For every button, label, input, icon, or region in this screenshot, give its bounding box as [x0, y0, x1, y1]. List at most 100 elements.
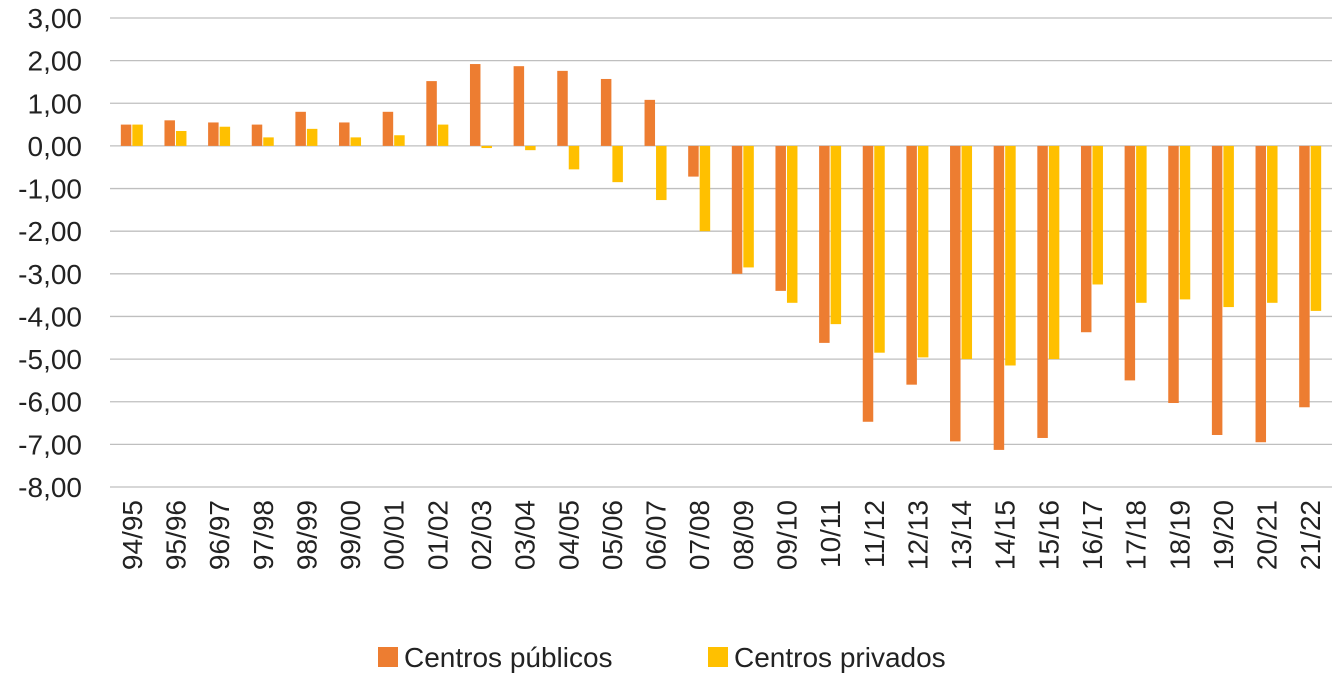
- gridlines: [110, 17, 1332, 488]
- bar-publicos-22: [1080, 145, 1092, 333]
- bar-privados-18: [917, 145, 929, 358]
- y-tick-label: -6,00: [18, 387, 82, 418]
- y-tick-label: -1,00: [18, 174, 82, 205]
- x-tick-label: 16/17: [1077, 500, 1108, 570]
- bar-publicos-18: [906, 145, 917, 385]
- x-tick-label: 99/00: [335, 500, 366, 570]
- bar-publicos-20: [993, 145, 1005, 450]
- bar-privados-0: [132, 124, 143, 146]
- bar-privados-27: [1310, 145, 1322, 311]
- x-tick-label: 07/08: [684, 500, 715, 570]
- bar-privados-4: [306, 128, 318, 146]
- bar-publicos-0: [120, 124, 132, 146]
- legend-label-publicos: Centros públicos: [404, 642, 613, 673]
- y-tick-label: -5,00: [18, 344, 82, 375]
- bar-publicos-24: [1168, 145, 1179, 404]
- bar-publicos-7: [426, 81, 437, 146]
- bar-publicos-9: [513, 66, 525, 146]
- bar-publicos-12: [644, 99, 656, 146]
- bar-privados-22: [1092, 145, 1103, 285]
- x-tick-label: 21/22: [1295, 500, 1326, 570]
- x-tick-label: 20/21: [1252, 500, 1283, 570]
- x-tick-label: 95/96: [160, 500, 191, 570]
- x-tick-label: 10/11: [815, 500, 846, 568]
- bar-publicos-6: [382, 111, 394, 146]
- bar-privados-12: [656, 145, 667, 201]
- bars: [120, 64, 1322, 450]
- y-tick-label: 2,00: [28, 46, 83, 77]
- bar-publicos-1: [164, 120, 175, 146]
- legend-swatch-publicos: [378, 647, 398, 667]
- x-tick-label: 04/05: [553, 500, 584, 570]
- x-tick-label: 97/98: [248, 500, 279, 570]
- x-tick-label: 17/18: [1121, 500, 1152, 570]
- bar-privados-25: [1223, 145, 1234, 308]
- bar-publicos-13: [688, 145, 699, 177]
- y-tick-label: -7,00: [18, 429, 82, 460]
- bar-publicos-5: [339, 122, 350, 146]
- x-tick-label: 94/95: [117, 500, 148, 570]
- y-axis-tick-labels: 3,00 2,00 1,00 0,00 -1,00 -2,00 -3,00 -4,00 -5,0…: [18, 3, 82, 503]
- bar-publicos-19: [950, 145, 961, 442]
- bar-publicos-15: [775, 145, 786, 291]
- bar-publicos-27: [1299, 145, 1310, 408]
- bar-privados-10: [568, 145, 580, 170]
- legend-swatch-privados: [708, 647, 728, 667]
- x-tick-label: 03/04: [510, 500, 541, 570]
- x-tick-label: 01/02: [422, 500, 453, 570]
- bar-privados-16: [830, 145, 842, 325]
- bar-privados-19: [961, 145, 973, 360]
- bar-publicos-11: [600, 78, 612, 146]
- x-tick-label: 02/03: [466, 500, 497, 570]
- bar-publicos-10: [557, 70, 568, 146]
- bar-privados-9: [525, 145, 536, 151]
- bar-privados-14: [743, 145, 754, 268]
- bar-privados-6: [394, 135, 405, 146]
- bar-privados-15: [786, 145, 798, 303]
- x-axis-tick-labels: 94/95 95/96 96/97 97/98 98/99 99/00 00/01 01/02…: [117, 500, 1326, 570]
- bar-publicos-26: [1255, 145, 1267, 443]
- bar-publicos-2: [208, 122, 219, 146]
- bar-publicos-16: [819, 145, 830, 343]
- x-tick-label: 98/99: [291, 500, 322, 570]
- bar-publicos-25: [1211, 145, 1223, 435]
- legend: Centros públicos Centros privados: [378, 642, 946, 673]
- y-tick-label: -8,00: [18, 472, 82, 503]
- x-tick-label: 08/09: [728, 500, 759, 570]
- x-tick-label: 05/06: [597, 500, 628, 570]
- bar-privados-20: [1005, 145, 1016, 366]
- y-tick-label: -4,00: [18, 301, 82, 332]
- x-tick-label: 11/12: [859, 500, 890, 568]
- bar-publicos-21: [1037, 145, 1048, 438]
- x-tick-label: 09/10: [771, 500, 802, 570]
- legend-label-privados: Centros privados: [734, 642, 946, 673]
- bar-privados-24: [1179, 145, 1191, 300]
- y-tick-label: 3,00: [28, 3, 83, 34]
- bar-publicos-3: [251, 124, 263, 146]
- y-tick-label: -2,00: [18, 216, 82, 247]
- x-tick-label: 13/14: [946, 500, 977, 570]
- x-tick-label: 12/13: [902, 500, 933, 570]
- y-tick-label: -3,00: [18, 259, 82, 290]
- bar-privados-8: [481, 145, 492, 149]
- x-tick-label: 19/20: [1208, 500, 1239, 570]
- x-tick-label: 14/15: [990, 500, 1021, 570]
- bar-privados-23: [1136, 145, 1147, 303]
- bar-publicos-4: [295, 111, 306, 146]
- bar-privados-17: [874, 145, 885, 353]
- x-tick-label: 18/19: [1164, 500, 1195, 570]
- bar-privados-3: [263, 137, 274, 146]
- y-tick-label: 1,00: [28, 88, 83, 119]
- bar-privados-5: [350, 137, 362, 146]
- x-tick-label: 15/16: [1033, 500, 1064, 570]
- bar-publicos-8: [469, 64, 481, 146]
- bar-publicos-23: [1124, 145, 1136, 381]
- bar-privados-1: [175, 130, 187, 146]
- x-tick-label: 06/07: [641, 500, 672, 570]
- bar-publicos-14: [731, 145, 743, 274]
- y-tick-label: 0,00: [28, 131, 83, 162]
- bar-privados-2: [219, 126, 231, 146]
- bar-privados-11: [612, 145, 623, 183]
